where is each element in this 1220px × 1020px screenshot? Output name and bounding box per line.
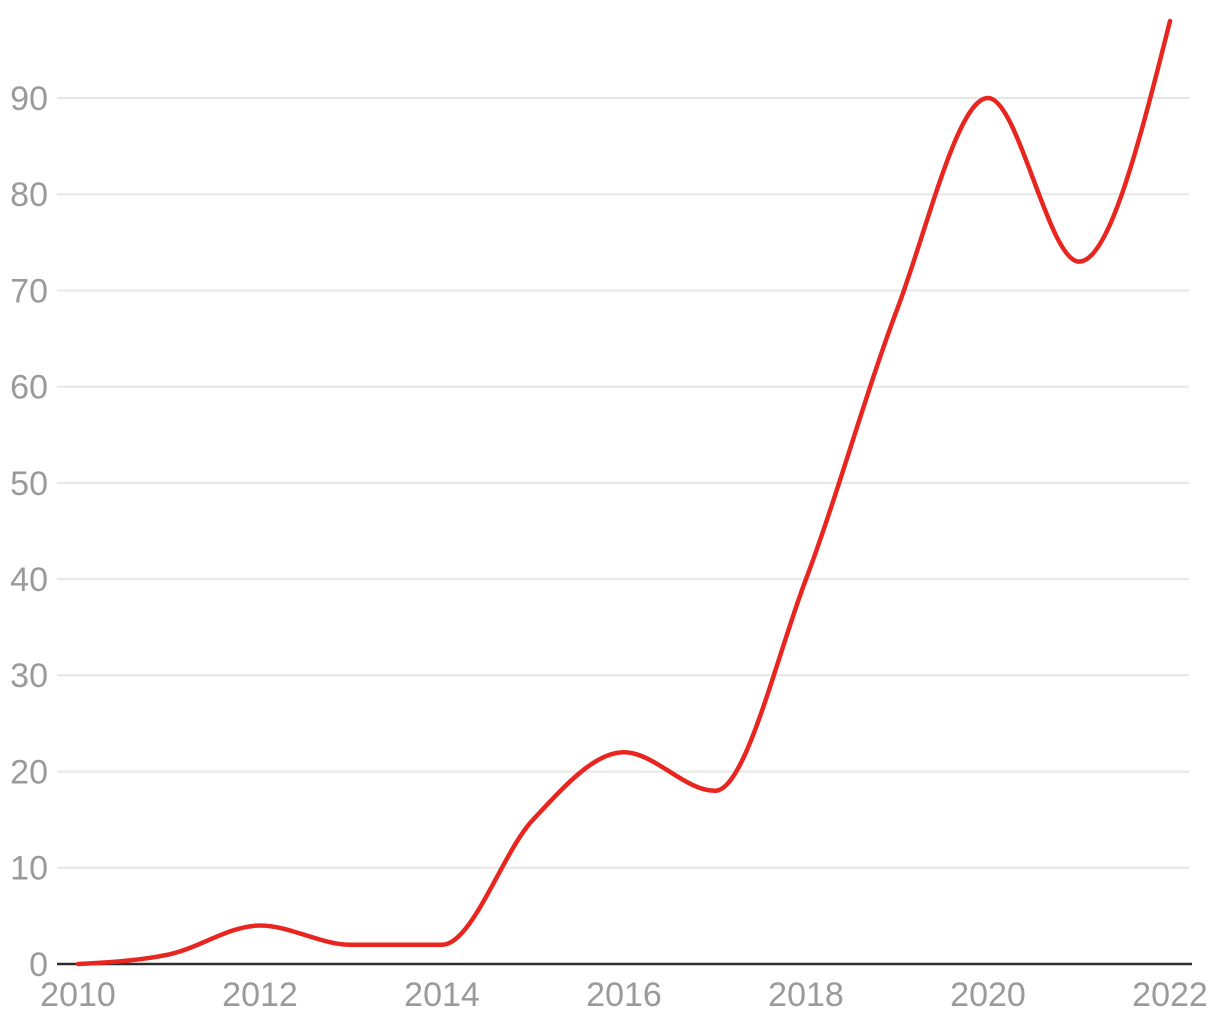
x-tick-label: 2020 [950, 976, 1026, 1014]
x-tick-label: 2012 [222, 976, 298, 1014]
x-tick-label: 2016 [586, 976, 662, 1014]
y-tick-label: 50 [10, 465, 48, 503]
y-tick-label: 10 [10, 850, 48, 888]
x-tick-label: 2010 [40, 976, 116, 1014]
y-tick-label: 70 [10, 272, 48, 310]
series-line [75, 18, 1173, 967]
y-tick-label: 90 [10, 80, 48, 118]
y-tick-label: 0 [29, 946, 48, 984]
y-tick-label: 80 [10, 176, 48, 214]
y-tick-label: 30 [10, 657, 48, 695]
y-tick-label: 20 [10, 754, 48, 792]
x-tick-label: 2018 [768, 976, 844, 1014]
y-tick-label: 60 [10, 369, 48, 407]
y-tick-label: 40 [10, 561, 48, 599]
x-tick-label: 2022 [1132, 976, 1208, 1014]
x-tick-label: 2014 [404, 976, 480, 1014]
